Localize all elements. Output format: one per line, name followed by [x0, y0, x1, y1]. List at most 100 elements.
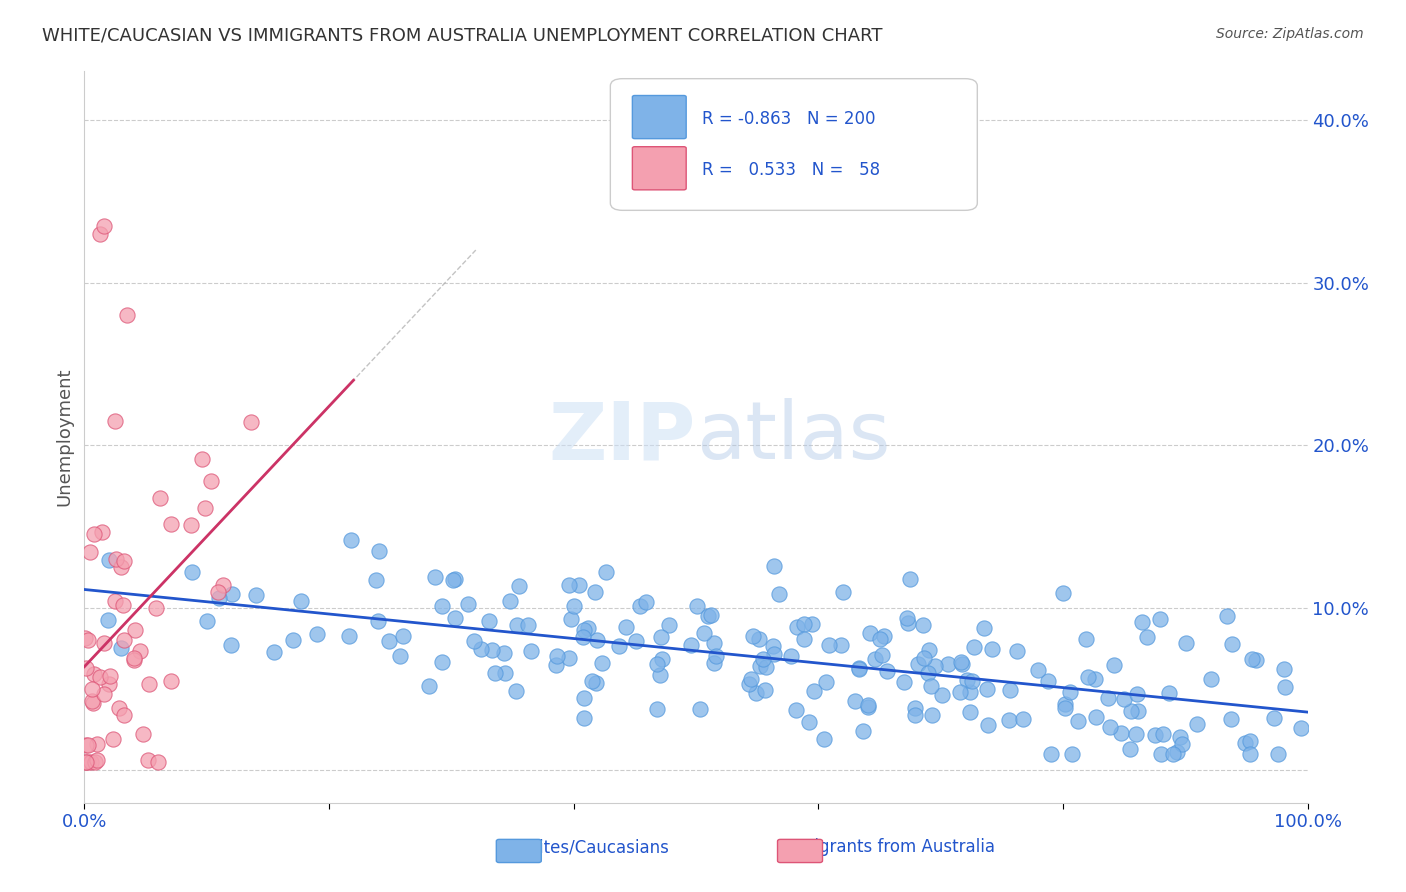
Point	[803, 683, 825, 698]
Point	[80, 755, 103, 769]
Point	[912, 651, 935, 665]
Point	[1062, 747, 1084, 761]
Point	[813, 732, 835, 747]
Point	[195, 614, 218, 628]
Point	[1244, 653, 1267, 667]
Point	[1168, 731, 1191, 745]
Point	[367, 614, 389, 628]
Point	[572, 711, 595, 725]
Point	[505, 684, 527, 698]
Point	[128, 644, 150, 658]
Point	[703, 656, 725, 670]
Point	[159, 673, 181, 688]
Point	[79, 545, 101, 559]
Point	[1152, 727, 1174, 741]
Point	[950, 657, 973, 671]
Point	[686, 599, 709, 613]
Text: R =   0.533   N =   58: R = 0.533 N = 58	[702, 161, 880, 179]
Point	[586, 632, 609, 647]
Point	[831, 585, 853, 599]
Point	[865, 652, 887, 666]
Point	[75, 632, 97, 646]
Point	[111, 598, 134, 612]
Point	[650, 630, 672, 644]
Point	[897, 616, 920, 631]
Point	[200, 474, 222, 488]
Point	[911, 617, 934, 632]
Point	[1125, 727, 1147, 741]
Point	[221, 638, 243, 652]
Point	[1149, 611, 1171, 625]
Point	[607, 639, 630, 653]
Point	[392, 629, 415, 643]
Point	[904, 700, 927, 714]
Point	[998, 713, 1021, 727]
Point	[212, 578, 235, 592]
FancyBboxPatch shape	[633, 146, 686, 190]
Point	[82, 694, 104, 708]
Point	[1054, 701, 1077, 715]
Point	[872, 629, 894, 643]
Point	[1136, 631, 1159, 645]
Point	[959, 685, 981, 699]
Point	[75, 661, 97, 675]
Point	[463, 634, 485, 648]
Point	[768, 586, 790, 600]
Point	[1119, 704, 1142, 718]
Point	[581, 674, 603, 689]
Point	[1067, 714, 1090, 728]
Point	[568, 578, 591, 592]
Point	[976, 682, 998, 697]
Point	[1126, 704, 1149, 718]
Point	[1157, 686, 1180, 700]
Point	[763, 647, 786, 661]
Point	[572, 623, 595, 637]
Point	[82, 696, 104, 710]
Point	[281, 632, 304, 647]
Point	[93, 687, 115, 701]
Point	[876, 665, 898, 679]
Point	[138, 677, 160, 691]
Point	[848, 661, 870, 675]
Point	[1144, 728, 1167, 742]
Point	[112, 633, 135, 648]
Point	[755, 659, 778, 673]
Point	[364, 573, 387, 587]
Point	[180, 517, 202, 532]
Point	[368, 544, 391, 558]
Point	[240, 416, 263, 430]
Point	[793, 632, 815, 646]
Point	[963, 640, 986, 654]
Point	[441, 573, 464, 587]
Point	[104, 594, 127, 608]
Point	[1112, 692, 1135, 706]
Point	[1187, 717, 1209, 731]
Point	[572, 690, 595, 705]
Point	[1216, 609, 1239, 624]
Point	[1054, 697, 1077, 711]
FancyBboxPatch shape	[633, 95, 686, 138]
Point	[208, 591, 231, 606]
Point	[960, 673, 983, 688]
Point	[949, 685, 972, 699]
Point	[98, 677, 121, 691]
Text: atlas: atlas	[696, 398, 890, 476]
Point	[1102, 658, 1125, 673]
Point	[872, 648, 894, 662]
Point	[1234, 736, 1257, 750]
Point	[112, 708, 135, 723]
Point	[430, 656, 453, 670]
Point	[114, 554, 136, 568]
Point	[689, 702, 711, 716]
Point	[494, 666, 516, 681]
Point	[145, 601, 167, 615]
Point	[898, 573, 921, 587]
Point	[481, 643, 503, 657]
Point	[856, 698, 879, 713]
Point	[818, 638, 841, 652]
Point	[1038, 674, 1060, 689]
Point	[506, 618, 529, 632]
Point	[814, 675, 837, 690]
Point	[423, 570, 446, 584]
Point	[858, 626, 880, 640]
